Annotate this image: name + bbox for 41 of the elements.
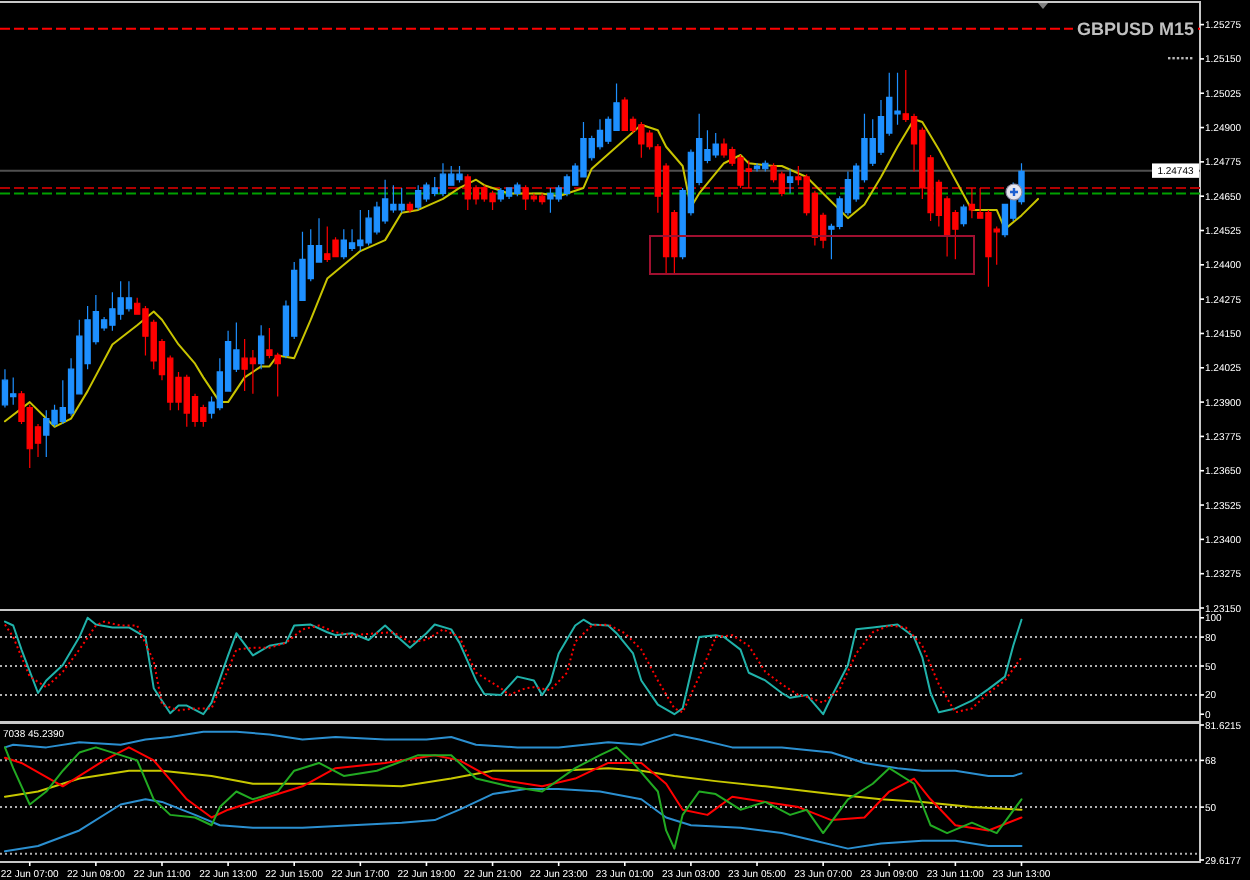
candlestick: [10, 376, 17, 406]
candlestick: [1, 368, 9, 409]
candlestick: [357, 209, 364, 252]
candlestick: [489, 190, 496, 211]
candlestick: [183, 374, 190, 428]
candlestick: [786, 168, 794, 195]
candlestick: [423, 181, 430, 203]
candlestick: [960, 203, 967, 227]
candlestick: [762, 159, 769, 173]
candlestick: [530, 192, 538, 203]
candlestick: [968, 187, 976, 219]
candlestick: [340, 228, 347, 260]
candlestick: [720, 137, 728, 159]
candlestick: [638, 121, 645, 159]
candlestick: [514, 181, 521, 197]
candlestick: [365, 209, 372, 247]
candlestick: [439, 162, 447, 197]
candlestick: [712, 132, 719, 159]
candlestick: [497, 187, 505, 203]
candlestick: [505, 187, 513, 200]
candlestick: [737, 154, 744, 189]
candlestick: [778, 170, 786, 197]
candlestick: [241, 338, 248, 392]
candlestick: [547, 187, 554, 214]
candlestick: [406, 201, 414, 214]
candlestick: [621, 96, 628, 131]
candlestick: [745, 159, 752, 189]
candlestick: [43, 409, 50, 458]
candlestick: [324, 225, 331, 263]
candlestick: [481, 184, 488, 203]
candlestick: [522, 184, 529, 211]
candlestick: [257, 324, 265, 370]
candlestick: [456, 165, 463, 184]
candlestick: [398, 187, 405, 214]
candlestick: [464, 173, 471, 211]
candlestick: [125, 280, 133, 313]
candlestick: [538, 192, 546, 206]
candlestick: [580, 121, 587, 178]
candlestick: [414, 184, 422, 211]
candlestick: [753, 162, 761, 173]
text: GBPUSD M15: [1076, 19, 1194, 39]
